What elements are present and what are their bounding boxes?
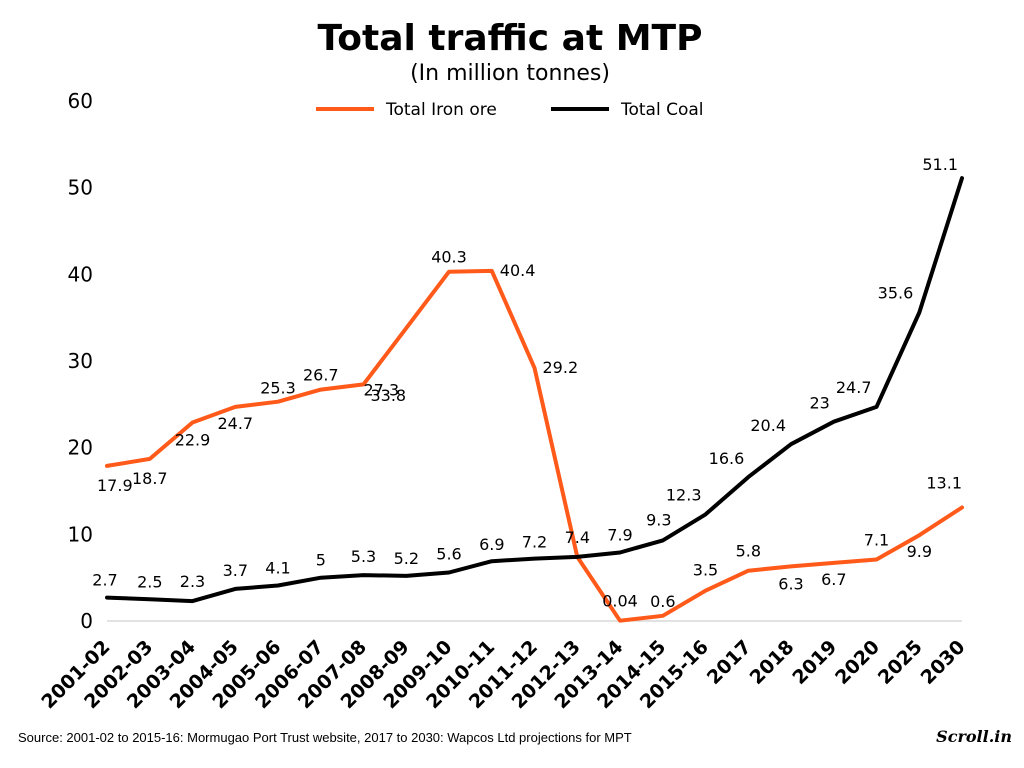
x-tick-label: 2025 [874, 636, 927, 689]
iron-data-label: 17.9 [97, 476, 133, 495]
coal-data-label: 7.9 [607, 526, 632, 545]
scroll-logo: Scroll.in [936, 727, 1012, 746]
coal-data-label: 20.4 [750, 416, 786, 435]
iron-data-label: 5.8 [736, 542, 761, 561]
iron-data-label: 33.8 [370, 386, 406, 405]
iron-data-label: 26.7 [303, 366, 339, 385]
iron-data-label: 13.1 [926, 474, 962, 493]
y-tick-label: 10 [68, 522, 93, 546]
iron-data-label: 6.3 [778, 574, 803, 593]
x-tick-label: 2018 [746, 636, 799, 689]
x-tick-label: 2017 [703, 636, 756, 689]
iron-data-label: 27.3 [364, 380, 400, 399]
iron-ore-line [105, 268, 964, 623]
coal-data-label: 9.3 [646, 510, 671, 529]
coal-data-label: 5.2 [394, 549, 419, 568]
coal-data-label: 16.6 [709, 449, 745, 468]
coal-data-label: 24.7 [836, 378, 872, 397]
source-note: Source: 2001-02 to 2015-16: Mormugao Por… [18, 730, 632, 745]
legend-label-coal: Total Coal [620, 100, 704, 120]
chart-subtitle: (In million tonnes) [410, 61, 610, 86]
iron-data-label: 0.04 [602, 592, 638, 611]
iron-data-label: 3.5 [693, 561, 718, 580]
y-tick-label: 0 [80, 609, 93, 633]
coal-data-label: 7.2 [522, 533, 547, 552]
x-tick-label: 2020 [831, 636, 884, 689]
iron-data-label: 22.9 [175, 431, 211, 450]
coal-data-label: 3.7 [223, 561, 248, 580]
iron-data-label: 18.7 [132, 469, 168, 488]
coal-data-label: 4.1 [265, 559, 290, 578]
y-axis: 0 10 20 30 40 50 60 [68, 89, 93, 633]
coal-data-label: 5 [316, 551, 326, 570]
x-tick-label: 2019 [788, 636, 841, 689]
iron-data-label: 40.4 [500, 261, 536, 280]
chart-title: Total traffic at MTP [318, 18, 703, 59]
coal-data-label: 2.7 [92, 571, 117, 590]
legend: Total Iron ore Total Coal [316, 100, 704, 120]
y-tick-label: 40 [68, 262, 93, 286]
series-lines [105, 176, 964, 623]
iron-data-label: 29.2 [543, 358, 579, 377]
coal-data-label: 35.6 [878, 284, 914, 303]
coal-data-label: 5.6 [436, 545, 461, 564]
coal-data-label: 12.3 [666, 485, 702, 504]
coal-data-label: 51.1 [922, 155, 958, 174]
y-tick-label: 30 [68, 349, 93, 373]
x-axis: 2001-022002-032003-042004-052005-062006-… [37, 636, 969, 713]
x-tick-label: 2030 [917, 636, 970, 689]
iron-data-label: 24.7 [217, 414, 253, 433]
coal-data-label: 5.3 [351, 547, 376, 566]
iron-data-label: 7.4 [565, 528, 590, 547]
y-tick-label: 60 [68, 89, 93, 113]
iron-data-label: 40.3 [431, 248, 467, 267]
y-tick-label: 50 [68, 176, 93, 200]
iron-data-label: 25.3 [260, 379, 296, 398]
coal-line [105, 176, 964, 604]
iron-data-label: 7.1 [864, 531, 889, 550]
iron-data-label: 0.6 [650, 592, 675, 611]
legend-label-iron-ore: Total Iron ore [385, 100, 497, 120]
coal-data-label: 6.9 [479, 535, 504, 554]
iron-data-label: 9.9 [907, 542, 932, 561]
iron-data-label: 6.7 [821, 570, 846, 589]
data-labels: 17.9 18.7 22.9 24.7 25.3 26.7 27.333.8 40.3 40.4… [92, 155, 962, 611]
coal-data-label: 23 [809, 394, 829, 413]
coal-data-label: 2.5 [137, 572, 162, 591]
y-tick-label: 20 [68, 436, 93, 460]
coal-data-label: 2.3 [180, 572, 205, 591]
